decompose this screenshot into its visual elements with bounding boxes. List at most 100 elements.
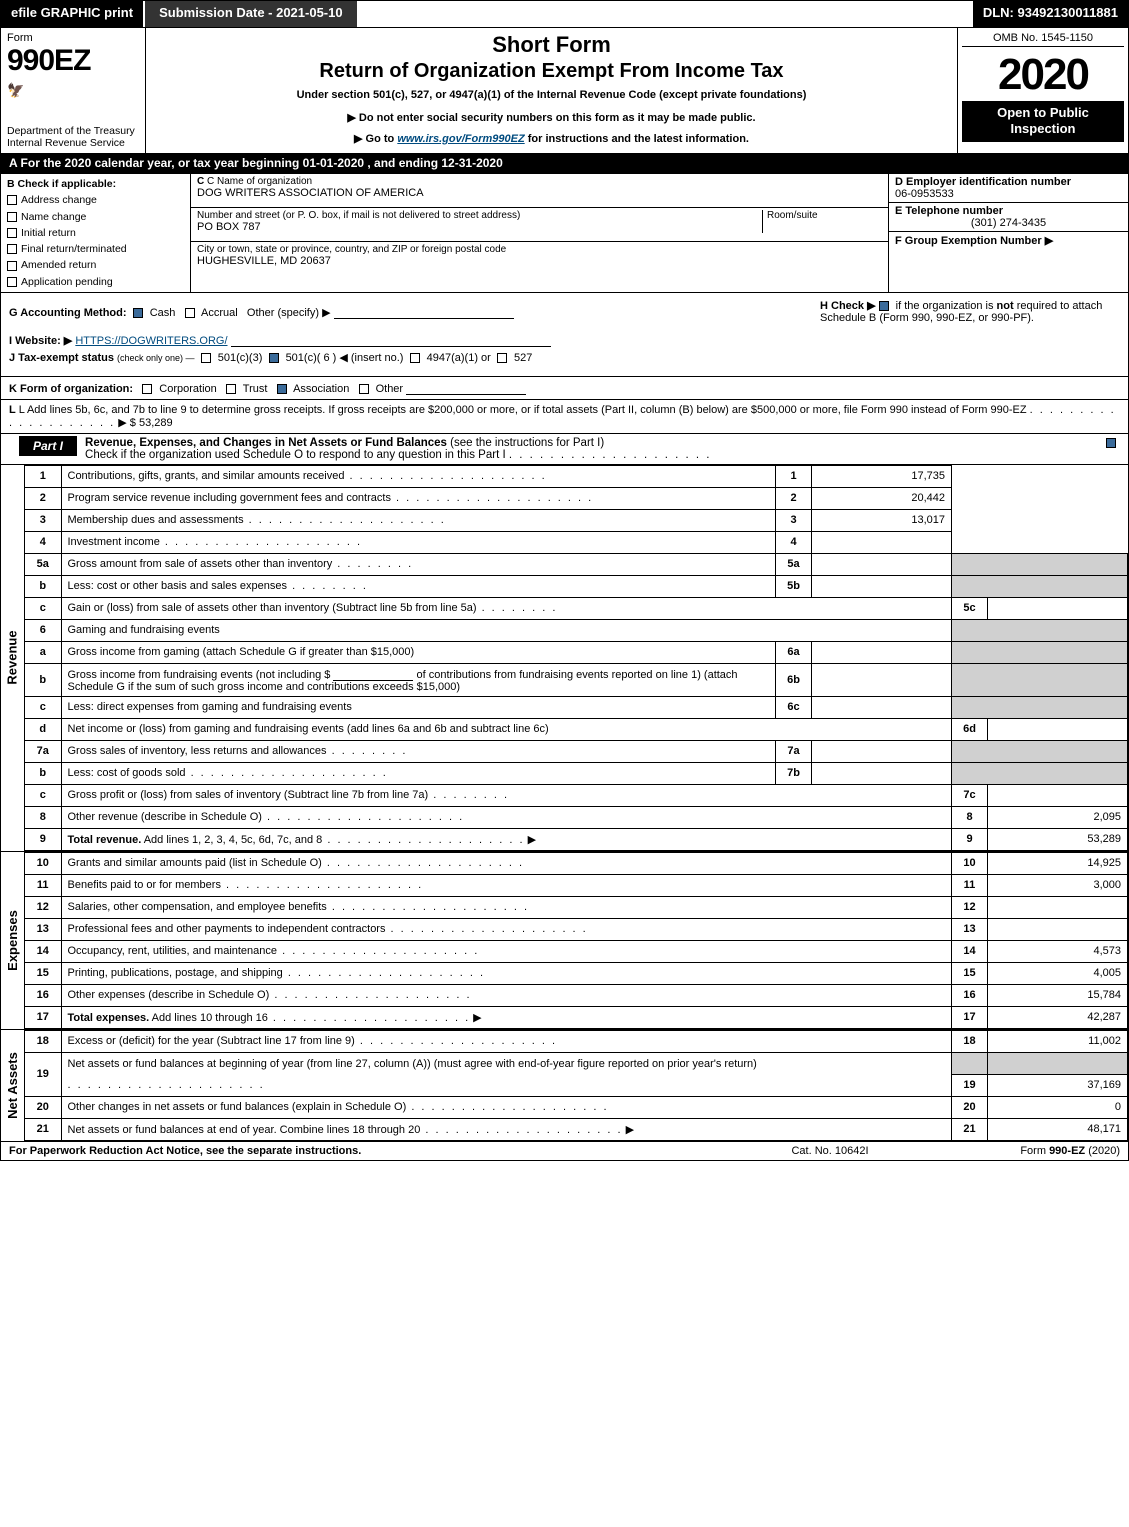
check-application-pending[interactable]: Application pending <box>7 274 184 290</box>
table-row: bLess: cost or other basis and sales exp… <box>25 575 1128 597</box>
checkbox-icon[interactable] <box>7 212 17 222</box>
phone-value: (301) 274-3435 <box>895 217 1122 229</box>
part-i-check-line: Check if the organization used Schedule … <box>85 449 506 461</box>
open-to-public-badge: Open to Public Inspection <box>962 101 1124 142</box>
irs-link[interactable]: www.irs.gov/Form990EZ <box>397 133 524 145</box>
j-527: 527 <box>514 352 532 364</box>
form-header: Form 990EZ 🦅 Department of the Treasury … <box>1 27 1128 153</box>
j-501c3: 501(c)(3) <box>218 352 263 364</box>
title-short-form: Short Form <box>154 32 949 58</box>
g-cash: Cash <box>150 307 176 319</box>
table-row: 1Contributions, gifts, grants, and simil… <box>25 465 1128 487</box>
table-row: aGross income from gaming (attach Schedu… <box>25 641 1128 663</box>
checkbox-icon[interactable] <box>226 384 236 394</box>
checkbox-icon[interactable] <box>7 228 17 238</box>
g-accrual: Accrual <box>201 307 238 319</box>
revenue-section: Revenue 1Contributions, gifts, grants, a… <box>1 464 1128 851</box>
checkbox-icon[interactable] <box>410 353 420 363</box>
checkbox-icon[interactable] <box>359 384 369 394</box>
l-text: L Add lines 5b, 6c, and 7b to line 9 to … <box>19 404 1027 416</box>
table-row: 12Salaries, other compensation, and empl… <box>25 896 1128 918</box>
k-assoc: Association <box>293 383 349 395</box>
j-label: J Tax-exempt status <box>9 352 114 364</box>
g-label: G Accounting Method: <box>9 307 127 319</box>
checkbox-icon[interactable] <box>879 301 889 311</box>
table-row: 21Net assets or fund balances at end of … <box>25 1118 1128 1140</box>
treasury-seal-icon: 🦅 <box>7 82 139 99</box>
k-other-input[interactable] <box>406 381 526 395</box>
check-address-change[interactable]: Address change <box>7 192 184 208</box>
efile-print-label[interactable]: efile GRAPHIC print <box>1 1 143 27</box>
form-word: Form <box>7 32 139 44</box>
checkbox-icon[interactable] <box>185 308 195 318</box>
paperwork-notice: For Paperwork Reduction Act Notice, see … <box>9 1145 740 1157</box>
check-initial-return[interactable]: Initial return <box>7 225 184 241</box>
city-value: HUGHESVILLE, MD 20637 <box>197 255 882 267</box>
check-name-change[interactable]: Name change <box>7 209 184 225</box>
checkbox-icon[interactable] <box>269 353 279 363</box>
table-row: 16Other expenses (describe in Schedule O… <box>25 984 1128 1006</box>
net-assets-side-label: Net Assets <box>1 1030 25 1141</box>
table-row: 15Printing, publications, postage, and s… <box>25 962 1128 984</box>
street-row: Number and street (or P. O. box, if mail… <box>191 208 888 242</box>
net-assets-table: 18Excess or (deficit) for the year (Subt… <box>25 1030 1128 1141</box>
website-link[interactable]: HTTPS://DOGWRITERS.ORG/ <box>75 335 227 347</box>
table-row: 11Benefits paid to or for members113,000 <box>25 874 1128 896</box>
expenses-section: Expenses 10Grants and similar amounts pa… <box>1 851 1128 1029</box>
checkbox-icon[interactable] <box>7 261 17 271</box>
line-a-tax-year: A For the 2020 calendar year, or tax yea… <box>1 153 1128 173</box>
check-amended-return[interactable]: Amended return <box>7 257 184 273</box>
checkbox-icon[interactable] <box>201 353 211 363</box>
form-990ez-page: efile GRAPHIC print Submission Date - 20… <box>0 0 1129 1161</box>
table-row: 13Professional fees and other payments t… <box>25 918 1128 940</box>
subtitle-ssn-warning: ▶ Do not enter social security numbers o… <box>154 111 949 124</box>
irs-label: Internal Revenue Service <box>7 137 139 149</box>
h-not: not <box>997 300 1014 312</box>
ein-value: 06-0953533 <box>895 188 1122 200</box>
section-k: K Form of organization: Corporation Trus… <box>1 376 1128 399</box>
checkbox-icon[interactable] <box>277 384 287 394</box>
table-row: 19Net assets or fund balances at beginni… <box>25 1052 1128 1074</box>
section-ghij: H Check ▶ if the organization is not req… <box>1 292 1128 376</box>
part-i-title-area: Revenue, Expenses, and Changes in Net As… <box>77 434 1106 464</box>
j-4947: 4947(a)(1) or <box>427 352 491 364</box>
checkbox-icon[interactable] <box>142 384 152 394</box>
checkbox-icon[interactable] <box>7 195 17 205</box>
checkbox-icon[interactable] <box>7 244 17 254</box>
table-row: 14Occupancy, rent, utilities, and mainte… <box>25 940 1128 962</box>
expenses-side-label: Expenses <box>1 852 25 1029</box>
tax-year: 2020 <box>962 53 1124 97</box>
g-other-input[interactable] <box>334 305 514 319</box>
check-final-return[interactable]: Final return/terminated <box>7 241 184 257</box>
table-row: dNet income or (loss) from gaming and fu… <box>25 718 1128 740</box>
top-bar: efile GRAPHIC print Submission Date - 20… <box>1 1 1128 27</box>
dots <box>509 449 712 461</box>
h-label: H Check ▶ <box>820 300 879 312</box>
revenue-table: 1Contributions, gifts, grants, and simil… <box>25 465 1128 851</box>
table-row: bGross income from fundraising events (n… <box>25 663 1128 696</box>
part-i-title: Revenue, Expenses, and Changes in Net As… <box>85 437 447 449</box>
ein-row: D Employer identification number 06-0953… <box>889 174 1128 203</box>
checkbox-icon[interactable] <box>497 353 507 363</box>
section-def: D Employer identification number 06-0953… <box>888 174 1128 292</box>
table-row: cGross profit or (loss) from sales of in… <box>25 784 1128 806</box>
k-other: Other <box>376 383 404 395</box>
revenue-side-label: Revenue <box>1 465 25 851</box>
street-label: Number and street (or P. O. box, if mail… <box>197 210 762 221</box>
checkbox-icon[interactable] <box>7 277 17 287</box>
l-amt: 53,289 <box>139 417 173 429</box>
org-name-label: C C Name of organization <box>197 176 882 187</box>
city-row: City or town, state or province, country… <box>191 242 888 276</box>
part-i-tag: Part I <box>19 436 77 456</box>
omb-number: OMB No. 1545-1150 <box>962 30 1124 47</box>
table-row: cLess: direct expenses from gaming and f… <box>25 696 1128 718</box>
table-row: bLess: cost of goods sold7b <box>25 762 1128 784</box>
dln-label: DLN: 93492130011881 <box>973 1 1128 27</box>
submission-date-label: Submission Date - 2021-05-10 <box>143 1 357 27</box>
checkbox-icon[interactable] <box>1106 438 1116 448</box>
topbar-spacer <box>357 1 973 27</box>
section-h: H Check ▶ if the organization is not req… <box>820 299 1120 324</box>
checkbox-icon[interactable] <box>133 308 143 318</box>
net-assets-section: Net Assets 18Excess or (deficit) for the… <box>1 1029 1128 1141</box>
catalog-number: Cat. No. 10642I <box>740 1145 920 1157</box>
